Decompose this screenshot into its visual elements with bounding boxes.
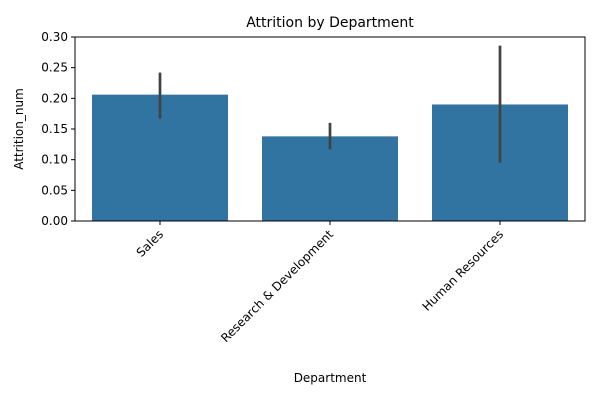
x-tick-label-2: Human Resources (420, 227, 507, 314)
y-tick-label-3: 0.15 (41, 122, 68, 136)
y-tick-label-6: 0.30 (41, 30, 68, 44)
y-tick-label-0: 0.00 (41, 214, 68, 228)
bar-1 (262, 136, 398, 221)
x-axis: Sales Research & Development Human Resourc… (134, 221, 506, 345)
chart-title: Attrition by Department (246, 15, 414, 31)
x-tick-label-1: Research & Development (218, 227, 336, 345)
y-tick-label-2: 0.10 (41, 153, 68, 167)
x-tick-label-0: Sales (134, 227, 166, 259)
error-bars-group (158, 45, 502, 163)
y-axis-label: Attrition_num (12, 88, 26, 170)
y-tick-label-1: 0.05 (41, 183, 68, 197)
x-axis-label: Department (294, 371, 367, 385)
y-tick-label-4: 0.20 (41, 91, 68, 105)
plot-frame (74, 36, 586, 222)
y-tick-label-5: 0.25 (41, 61, 68, 75)
y-axis: 0.00 0.05 0.10 0.15 0.20 0.25 0.30 (41, 30, 75, 228)
bars-group (92, 94, 568, 221)
